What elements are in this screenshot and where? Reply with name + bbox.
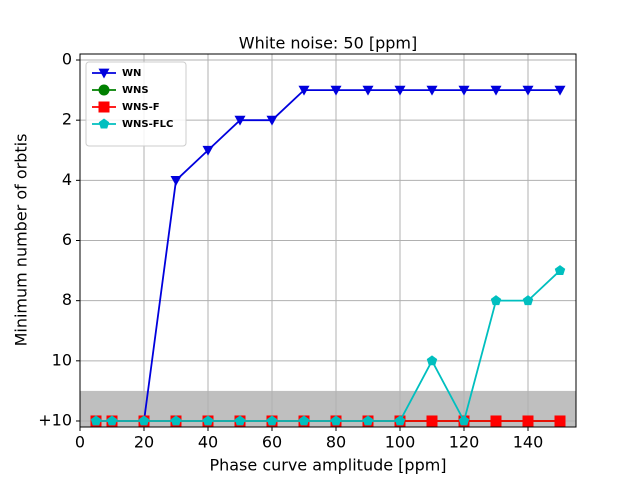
y-tick-label: 6	[62, 230, 72, 249]
x-tick-label: 20	[134, 433, 154, 452]
legend-label: WNS-FLC	[122, 119, 173, 130]
marker	[98, 84, 110, 96]
marker	[490, 415, 502, 427]
legend-box	[85, 61, 187, 147]
series-line	[96, 89, 560, 422]
marker	[554, 85, 566, 96]
series-line	[96, 269, 561, 424]
marker	[394, 415, 406, 426]
marker	[330, 85, 342, 96]
marker	[170, 175, 182, 186]
marker	[522, 295, 534, 306]
marker	[490, 85, 502, 96]
marker	[138, 415, 150, 426]
marker	[98, 118, 110, 129]
y-tick-label: 8	[62, 290, 72, 309]
x-axis-label: Phase curve amplitude [ppm]	[209, 456, 446, 475]
y-tick-label: 0	[62, 50, 72, 69]
y-tick-label: 10	[52, 350, 72, 369]
marker	[426, 415, 438, 427]
y-tick-label: 2	[62, 110, 72, 129]
marker	[394, 85, 406, 96]
x-tick-label: 60	[262, 433, 282, 452]
y-axis-label: Minimum number of orbtis	[12, 134, 31, 347]
marker	[490, 295, 502, 306]
marker	[330, 415, 342, 426]
marker	[522, 85, 534, 96]
y-tick-label: +10	[38, 410, 72, 429]
marker	[298, 415, 310, 426]
marker	[170, 415, 182, 426]
x-tick-label: 0	[75, 433, 85, 452]
marker	[522, 415, 534, 427]
marker	[202, 415, 214, 426]
marker	[234, 115, 246, 126]
marker	[458, 415, 470, 426]
marker	[202, 145, 214, 156]
marker	[98, 68, 110, 79]
plot-frame	[79, 53, 577, 428]
marker	[458, 85, 470, 96]
marker	[266, 415, 278, 426]
marker	[234, 415, 246, 426]
chart-title: White noise: 50 [ppm]	[239, 34, 417, 53]
legend-label: WN	[122, 68, 141, 79]
marker	[266, 115, 278, 126]
marker	[362, 415, 374, 426]
marker	[554, 265, 566, 276]
marker	[426, 85, 438, 96]
x-tick-label: 100	[385, 433, 416, 452]
x-tick-label: 40	[198, 433, 218, 452]
x-tick-label: 140	[513, 433, 544, 452]
marker	[98, 101, 110, 113]
marker	[554, 415, 566, 427]
marker	[90, 415, 102, 426]
x-tick-label: 120	[449, 433, 480, 452]
legend-label: WNS	[122, 85, 149, 96]
marker	[298, 85, 310, 96]
marker	[106, 415, 118, 426]
marker	[426, 355, 438, 366]
legend-label: WNS-F	[122, 102, 160, 113]
x-tick-label: 80	[326, 433, 346, 452]
y-tick-label: 4	[62, 170, 72, 189]
marker	[362, 85, 374, 96]
